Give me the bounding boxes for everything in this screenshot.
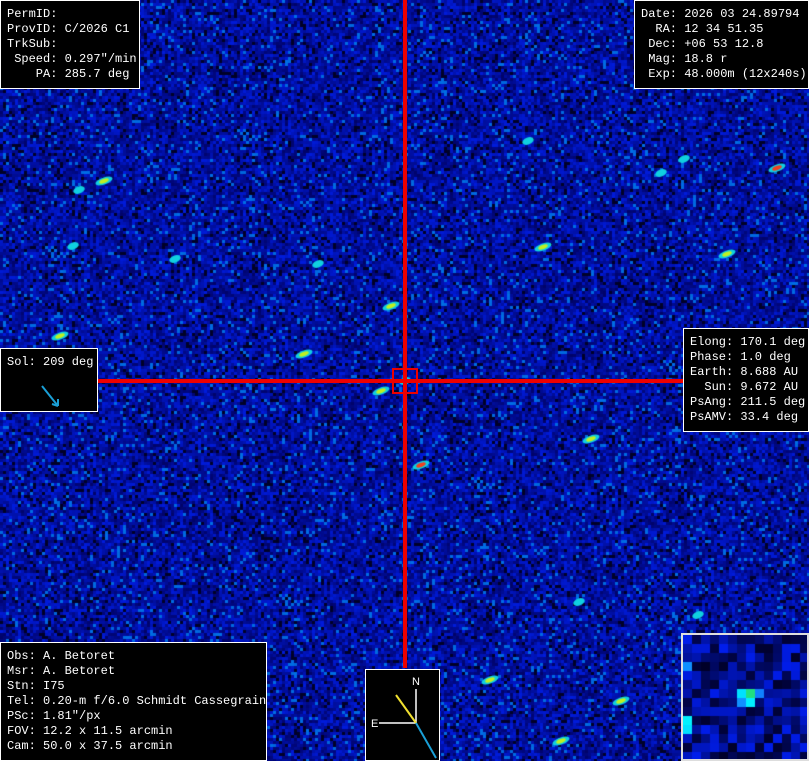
sol-angle: Sol: 209 deg: [7, 355, 94, 369]
compass-rose-icon: [379, 689, 437, 759]
observer: Obs: A. Betoret: [7, 649, 116, 663]
telescope: Tel: 0.20-m f/6.0 Schmidt Cassegrain: [7, 694, 267, 708]
position-angle: PA: 285.7 deg: [7, 67, 130, 81]
observation-info-panel: Date: 2026 03 24.89794 RA: 12 34 51.35 D…: [634, 0, 809, 89]
object-info-panel: PermID: ProvID: C/2026 C1 TrkSub: Speed:…: [0, 0, 140, 89]
observer-info-panel: Obs: A. Betoret Msr: A. Betoret Stn: I75…: [0, 642, 267, 761]
north-label: N: [412, 676, 420, 688]
east-label: E: [371, 718, 379, 730]
measurer: Msr: A. Betoret: [7, 664, 116, 678]
ps-ang: PsAng: 211.5 deg: [690, 395, 806, 409]
target-zoom-thumbnail: [681, 633, 809, 761]
phase: Phase: 1.0 deg: [690, 350, 791, 364]
exposure: Exp: 48.000m (12x240s): [641, 67, 807, 81]
pixel-scale: PSc: 1.81"/px: [7, 709, 101, 723]
sun-direction-arrow-icon: [41, 385, 59, 407]
date: Date: 2026 03 24.89794: [641, 7, 800, 21]
thumbnail-image: [683, 635, 807, 759]
compass-panel: N E: [365, 669, 440, 761]
speed: Speed: 0.297"/min: [7, 52, 137, 66]
target-box: [392, 368, 418, 394]
sun-vector: [415, 722, 437, 759]
field-of-view: FOV: 12.2 x 11.5 arcmin: [7, 724, 173, 738]
perm-id: PermID:: [7, 7, 58, 21]
dec: Dec: +06 53 12.8: [641, 37, 764, 51]
elongation: Elong: 170.1 deg: [690, 335, 806, 349]
station: Stn: I75: [7, 679, 65, 693]
ra: RA: 12 34 51.35: [641, 22, 764, 36]
earth-distance: Earth: 8.688 AU: [690, 365, 799, 379]
geometry-info-panel: Elong: 170.1 deg Phase: 1.0 deg Earth: 8…: [683, 328, 809, 432]
camera-field: Cam: 50.0 x 37.5 arcmin: [7, 739, 173, 753]
motion-vector: [395, 694, 417, 724]
trk-sub: TrkSub:: [7, 37, 58, 51]
magnitude: Mag: 18.8 r: [641, 52, 728, 66]
sun-distance: Sun: 9.672 AU: [690, 380, 799, 394]
crosshair-vertical: [403, 0, 407, 668]
sun-direction-panel: Sol: 209 deg: [0, 348, 98, 412]
crosshair-horizontal: [98, 379, 683, 383]
ps-amv: PsAMV: 33.4 deg: [690, 410, 799, 424]
prov-id: ProvID: C/2026 C1: [7, 22, 130, 36]
